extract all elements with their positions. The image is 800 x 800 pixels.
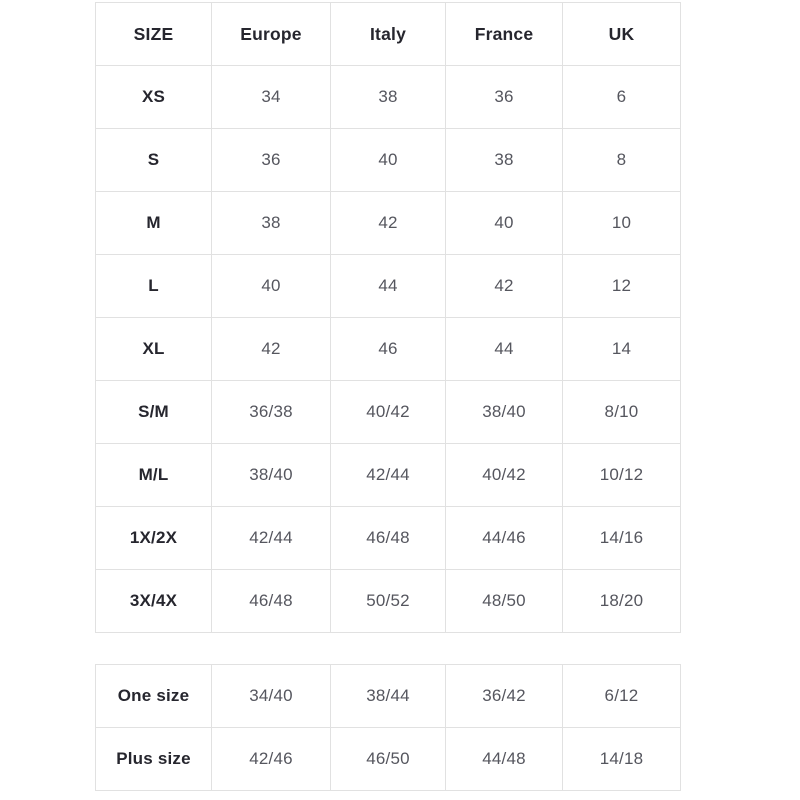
value-cell: 34/40 (211, 664, 331, 728)
value-cell: 38/40 (211, 443, 331, 507)
special-size-table: One size 34/40 38/44 36/42 6/12 Plus siz… (95, 664, 681, 791)
value-cell: 46/50 (330, 727, 446, 791)
value-cell: 36 (445, 65, 563, 129)
value-cell: 36/38 (211, 380, 331, 444)
value-cell: 34 (211, 65, 331, 129)
value-cell: 40/42 (330, 380, 446, 444)
value-cell: 42 (445, 254, 563, 318)
size-label-cell: S (95, 128, 212, 192)
table-row-sm: S/M 36/38 40/42 38/40 8/10 (95, 380, 681, 444)
size-label-cell: M (95, 191, 212, 255)
value-cell: 36/42 (445, 664, 563, 728)
header-cell-france: France (445, 2, 563, 66)
size-label-cell: One size (95, 664, 212, 728)
value-cell: 44 (330, 254, 446, 318)
size-label-cell: M/L (95, 443, 212, 507)
table-row-one-size: One size 34/40 38/44 36/42 6/12 (95, 664, 681, 728)
value-cell: 50/52 (330, 569, 446, 633)
value-cell: 46/48 (330, 506, 446, 570)
value-cell: 10 (562, 191, 681, 255)
value-cell: 38 (330, 65, 446, 129)
value-cell: 36 (211, 128, 331, 192)
value-cell: 14/16 (562, 506, 681, 570)
value-cell: 8 (562, 128, 681, 192)
value-cell: 40/42 (445, 443, 563, 507)
value-cell: 18/20 (562, 569, 681, 633)
table-row-xs: XS 34 38 36 6 (95, 65, 681, 129)
value-cell: 14 (562, 317, 681, 381)
value-cell: 8/10 (562, 380, 681, 444)
table-row-s: S 36 40 38 8 (95, 128, 681, 192)
value-cell: 40 (445, 191, 563, 255)
value-cell: 14/18 (562, 727, 681, 791)
value-cell: 44/48 (445, 727, 563, 791)
table-gap (95, 633, 800, 664)
value-cell: 38 (445, 128, 563, 192)
value-cell: 12 (562, 254, 681, 318)
value-cell: 10/12 (562, 443, 681, 507)
value-cell: 38/44 (330, 664, 446, 728)
size-label-cell: Plus size (95, 727, 212, 791)
value-cell: 40 (330, 128, 446, 192)
value-cell: 38 (211, 191, 331, 255)
value-cell: 42/46 (211, 727, 331, 791)
value-cell: 42/44 (211, 506, 331, 570)
size-label-cell: S/M (95, 380, 212, 444)
value-cell: 44/46 (445, 506, 563, 570)
value-cell: 38/40 (445, 380, 563, 444)
value-cell: 42 (330, 191, 446, 255)
header-cell-europe: Europe (211, 2, 331, 66)
value-cell: 40 (211, 254, 331, 318)
size-label-cell: XS (95, 65, 212, 129)
value-cell: 42 (211, 317, 331, 381)
table-row-3x4x: 3X/4X 46/48 50/52 48/50 18/20 (95, 569, 681, 633)
table-row-m: M 38 42 40 10 (95, 191, 681, 255)
size-label-cell: 1X/2X (95, 506, 212, 570)
table-row-1x2x: 1X/2X 42/44 46/48 44/46 14/16 (95, 506, 681, 570)
value-cell: 6 (562, 65, 681, 129)
value-cell: 46/48 (211, 569, 331, 633)
value-cell: 44 (445, 317, 563, 381)
size-conversion-table: SIZE Europe Italy France UK XS 34 38 36 … (95, 2, 681, 633)
value-cell: 6/12 (562, 664, 681, 728)
header-cell-italy: Italy (330, 2, 446, 66)
header-row: SIZE Europe Italy France UK (95, 2, 681, 66)
value-cell: 42/44 (330, 443, 446, 507)
table-row-l: L 40 44 42 12 (95, 254, 681, 318)
value-cell: 48/50 (445, 569, 563, 633)
header-cell-size: SIZE (95, 2, 212, 66)
header-cell-uk: UK (562, 2, 681, 66)
table-row-ml: M/L 38/40 42/44 40/42 10/12 (95, 443, 681, 507)
table-row-xl: XL 42 46 44 14 (95, 317, 681, 381)
size-label-cell: L (95, 254, 212, 318)
value-cell: 46 (330, 317, 446, 381)
size-label-cell: 3X/4X (95, 569, 212, 633)
size-label-cell: XL (95, 317, 212, 381)
table-row-plus-size: Plus size 42/46 46/50 44/48 14/18 (95, 727, 681, 791)
